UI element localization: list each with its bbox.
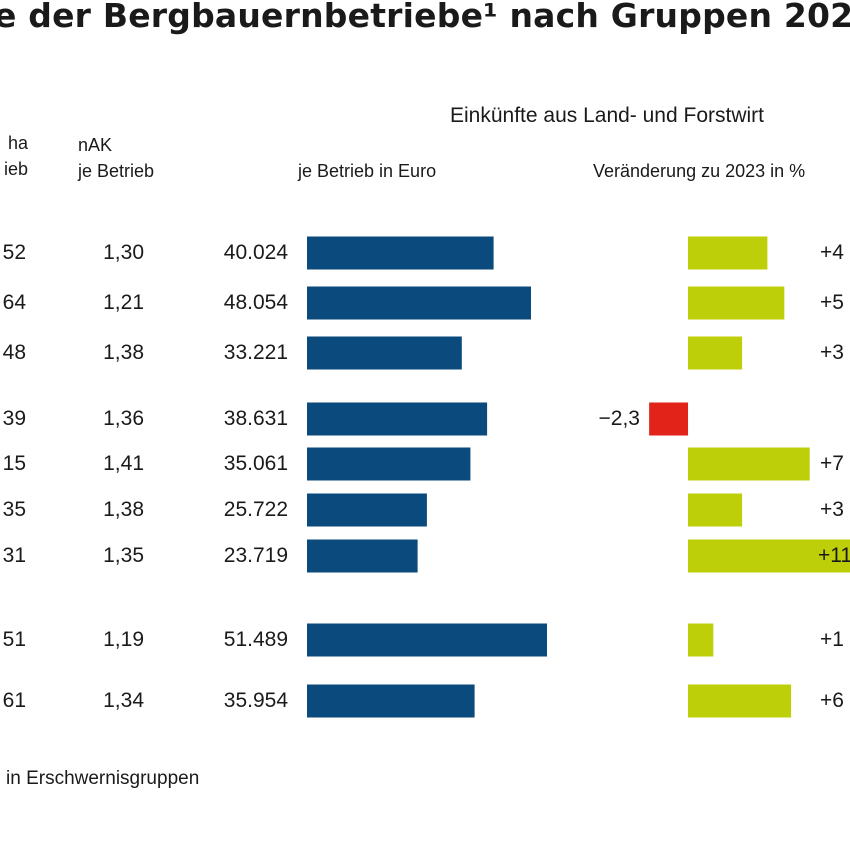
nak-value: 1,41: [103, 452, 144, 475]
euro-value: 40.024: [223, 241, 288, 264]
header-ha: ha ieb: [0, 130, 28, 182]
euro-bar: [307, 493, 427, 527]
footnote: in Erschwernisgruppen: [6, 768, 200, 789]
euro-bar: [307, 539, 418, 573]
change-bar-positive: [688, 539, 850, 573]
nak-value: 1,30: [103, 241, 144, 264]
ha-value: 35: [2, 498, 26, 521]
euro-bar: [307, 336, 462, 370]
change-label: +7: [820, 452, 844, 475]
header-ha-line2: ieb: [3, 159, 28, 179]
nak-value: 1,21: [103, 291, 144, 314]
euro-value: 25.722: [223, 498, 288, 521]
nak-value: 1,35: [103, 544, 144, 567]
change-bar-positive: [688, 684, 792, 718]
change-bar-positive: [688, 336, 743, 370]
ha-value: 64: [2, 291, 26, 314]
header-nak-line1: nAK: [78, 135, 113, 155]
nak-value: 1,19: [103, 628, 144, 651]
change-bar-positive: [688, 236, 768, 270]
change-label: +1: [820, 628, 844, 651]
change-bar-positive: [688, 447, 810, 481]
euro-value: 48.054: [223, 291, 288, 314]
ha-value: 61: [2, 689, 26, 712]
change-bar-negative: [649, 402, 689, 436]
nak-value: 1,36: [103, 407, 144, 430]
euro-bar: [307, 402, 488, 436]
euro-value: 51.489: [223, 628, 288, 651]
euro-bar: [307, 623, 547, 657]
ha-value: 51: [2, 628, 26, 651]
nak-value: 1,38: [103, 341, 144, 364]
header-nak-line2: je Betrieb: [78, 161, 155, 181]
euro-value: 33.221: [223, 341, 288, 364]
change-label: +5: [820, 291, 844, 314]
header-euro: je Betrieb in Euro: [298, 161, 437, 181]
nak-value: 1,34: [103, 689, 144, 712]
header-change: Veränderung zu 2023 in %: [593, 161, 806, 181]
change-bar-positive: [688, 623, 714, 657]
euro-value: 38.631: [223, 407, 288, 430]
change-bar-positive: [688, 493, 743, 527]
change-label: +11: [818, 544, 850, 567]
ha-value: 52: [2, 241, 26, 264]
euro-bar: [307, 447, 471, 481]
header-ha-line1: ha: [7, 133, 28, 153]
euro-bar: [307, 236, 494, 270]
ha-value: 39: [2, 407, 26, 430]
nak-value: 1,38: [103, 498, 144, 521]
euro-bar: [307, 286, 531, 320]
chart-title: e der Bergbauernbetriebe¹ nach Gruppen 2…: [0, 0, 850, 35]
change-label: +3: [820, 498, 844, 521]
euro-bar: [307, 684, 475, 718]
euro-value: 35.954: [223, 689, 288, 712]
euro-value: 35.061: [223, 452, 288, 475]
euro-value: 23.719: [223, 544, 288, 567]
change-label: +6: [820, 689, 844, 712]
income-supertitle: Einkünfte aus Land- und Forstwirt: [450, 104, 764, 127]
ha-value: 31: [2, 544, 26, 567]
ha-value: 48: [2, 341, 26, 364]
change-label: +4: [820, 241, 844, 264]
change-label: −2,3: [598, 407, 640, 430]
header-nak: nAK je Betrieb: [78, 132, 154, 184]
ha-value: 15: [2, 452, 26, 475]
change-bar-positive: [688, 286, 785, 320]
change-label: +3: [820, 341, 844, 364]
